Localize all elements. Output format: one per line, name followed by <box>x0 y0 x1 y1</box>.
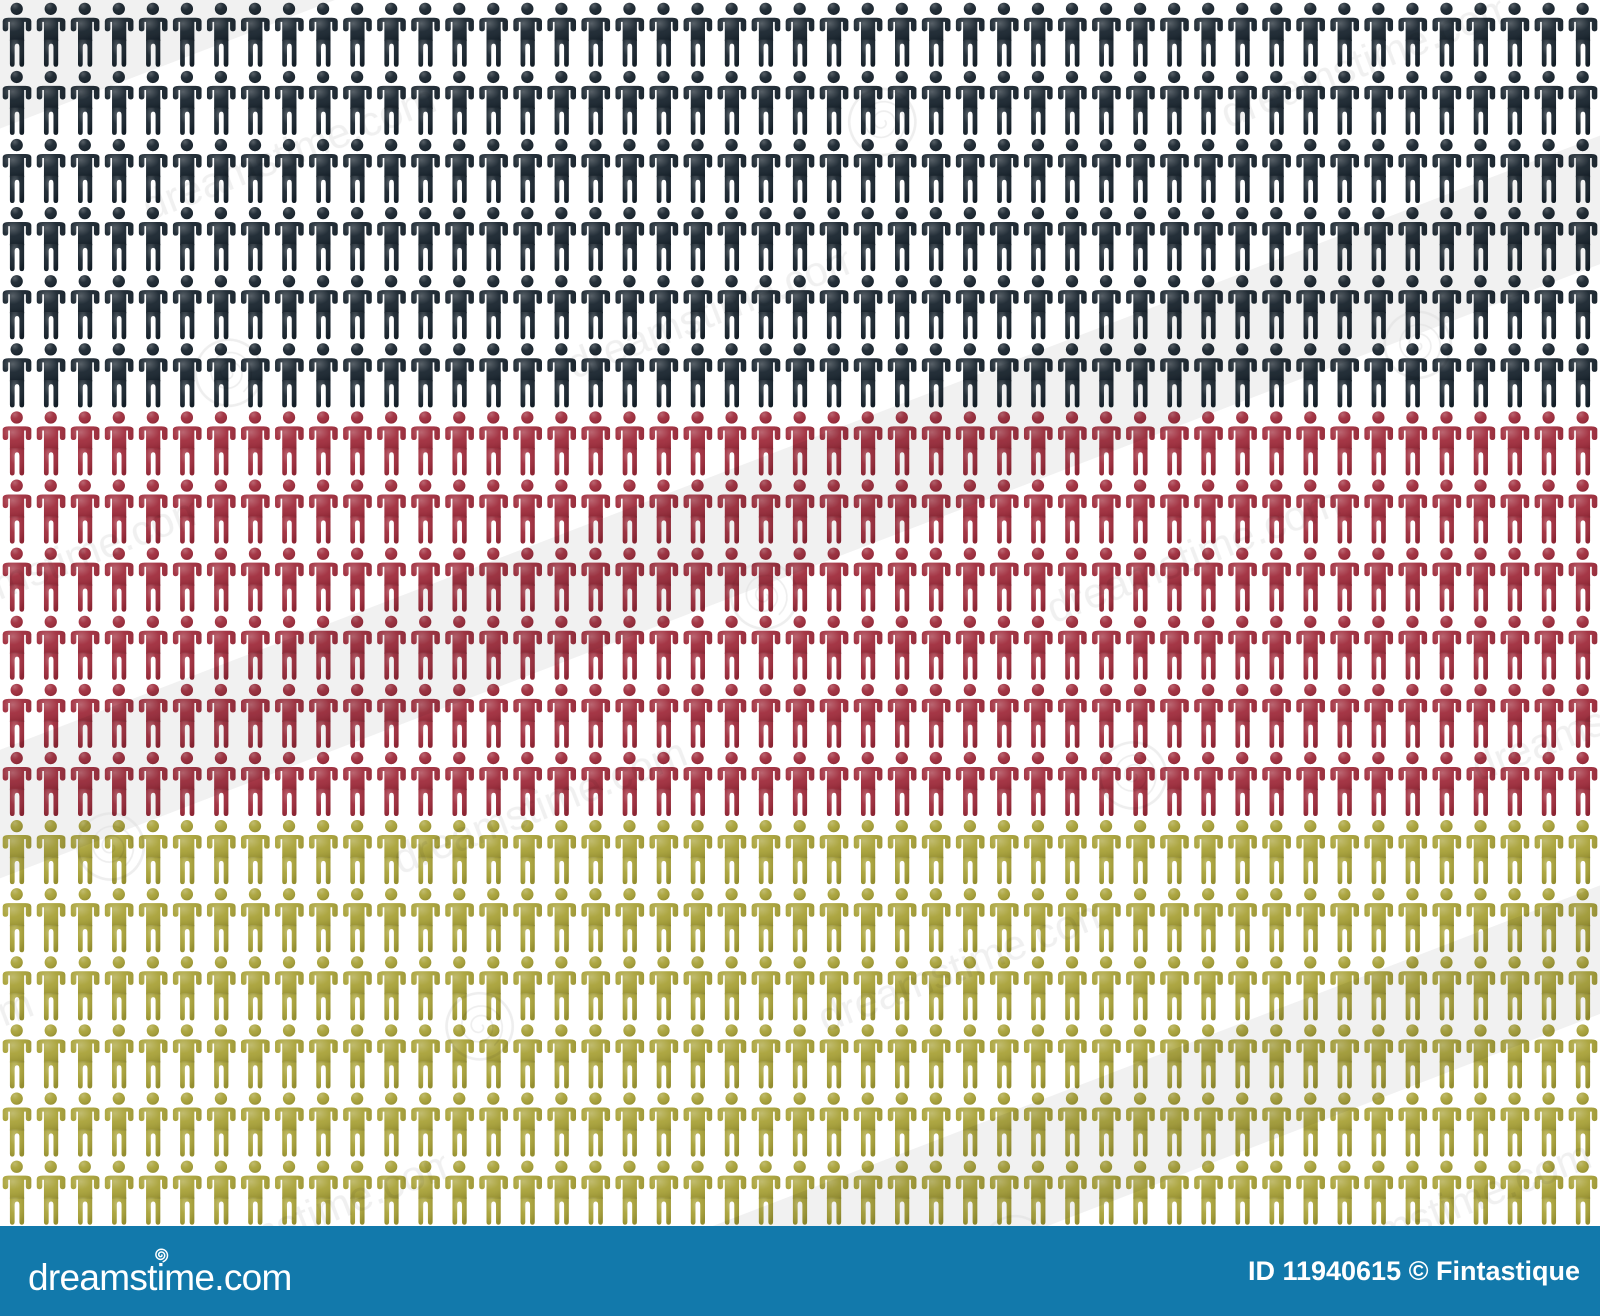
svg-text:dreamstime.com: dreamstime.com <box>28 1257 292 1298</box>
